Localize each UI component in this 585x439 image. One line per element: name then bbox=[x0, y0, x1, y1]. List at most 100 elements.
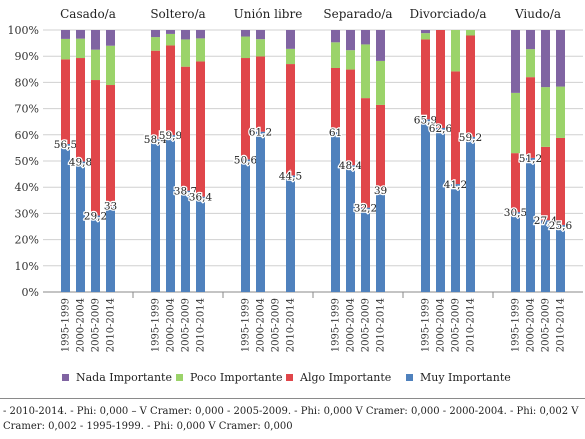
bar-segment bbox=[61, 38, 70, 60]
bar-segment bbox=[466, 136, 475, 292]
x-category-label: 2005-2009 bbox=[271, 298, 282, 352]
x-category-label: 2000-2004 bbox=[166, 298, 177, 352]
y-tick-label: 0% bbox=[22, 286, 39, 299]
group-title: Divorciado/a bbox=[409, 7, 486, 21]
y-tick-label: 100% bbox=[8, 24, 39, 37]
bar-segment bbox=[466, 30, 475, 36]
y-tick-label: 50% bbox=[15, 155, 39, 168]
bar-value-label: 38,7 bbox=[174, 186, 197, 198]
bar-segment bbox=[151, 37, 160, 51]
x-category-label: 2005-2009 bbox=[361, 298, 372, 352]
x-category-label: 1995-1999 bbox=[331, 298, 342, 352]
bar-segment bbox=[256, 39, 265, 57]
bar-segment bbox=[106, 45, 115, 86]
bar-segment bbox=[421, 30, 430, 34]
bar-value-label: 39 bbox=[374, 185, 387, 197]
bar-value-label: 61,2 bbox=[249, 127, 272, 139]
x-category-label: 2010-2014 bbox=[196, 298, 207, 352]
bar-segment bbox=[421, 33, 430, 40]
bar-segment bbox=[361, 207, 370, 292]
y-tick-label: 20% bbox=[15, 234, 39, 247]
bar-segment bbox=[256, 30, 265, 40]
bar-segment bbox=[331, 42, 340, 68]
x-category-label: 1995-1999 bbox=[151, 298, 162, 352]
x-category-label: 1995-1999 bbox=[241, 298, 252, 352]
bar-segment bbox=[466, 35, 475, 137]
x-category-label: 1995-1999 bbox=[61, 298, 72, 352]
bar-segment bbox=[106, 30, 115, 46]
bar-value-label: 49,8 bbox=[69, 157, 92, 169]
bar-segment bbox=[421, 119, 430, 292]
bar-segment bbox=[511, 153, 520, 213]
footnote-divider bbox=[0, 398, 585, 399]
bar-segment bbox=[286, 48, 295, 65]
bar-segment bbox=[376, 104, 385, 190]
legend-swatch bbox=[286, 374, 293, 381]
legend-swatch bbox=[406, 374, 413, 381]
bar-segment bbox=[91, 80, 100, 216]
bar-value-label: 48,4 bbox=[339, 160, 363, 172]
x-category-label: 2010-2014 bbox=[556, 298, 567, 352]
bar-value-label: 61 bbox=[329, 127, 342, 139]
bar-segment bbox=[436, 30, 445, 128]
bar-value-label: 36,4 bbox=[189, 192, 213, 204]
bar-segment bbox=[61, 143, 70, 292]
bar-segment bbox=[331, 67, 340, 133]
x-category-label: 2005-2009 bbox=[451, 298, 462, 352]
legend-label: Algo Importante bbox=[299, 371, 391, 384]
bar-segment bbox=[346, 50, 355, 70]
bar-value-label: 32,2 bbox=[354, 203, 377, 215]
x-category-label: 2010-2014 bbox=[106, 298, 117, 352]
bar-value-label: 51,2 bbox=[519, 153, 542, 165]
bar-segment bbox=[61, 59, 70, 144]
y-tick-label: 40% bbox=[15, 181, 39, 194]
bar-segment bbox=[346, 165, 355, 292]
bar-segment bbox=[181, 66, 190, 191]
bar-segment bbox=[106, 85, 115, 206]
bar-segment bbox=[76, 161, 85, 292]
bar-segment bbox=[76, 58, 85, 162]
bar-segment bbox=[241, 36, 250, 59]
bar-segment bbox=[166, 135, 175, 292]
bar-segment bbox=[511, 212, 520, 292]
bar-segment bbox=[451, 71, 460, 185]
bar-value-label: 59,9 bbox=[159, 130, 182, 142]
y-tick-label: 10% bbox=[15, 260, 39, 273]
bar-segment bbox=[541, 87, 550, 147]
bar-segment bbox=[166, 33, 175, 46]
bar-value-label: 50,6 bbox=[234, 154, 258, 166]
bar-value-label: 56,5 bbox=[54, 139, 77, 151]
group-title: Unión libre bbox=[234, 7, 303, 21]
bar-segment bbox=[376, 30, 385, 61]
bar-segment bbox=[526, 49, 535, 78]
bar-segment bbox=[421, 39, 430, 120]
bar-segment bbox=[256, 56, 265, 132]
bar-value-label: 27,4 bbox=[534, 215, 558, 227]
group-title: Casado/a bbox=[60, 7, 116, 21]
bar-segment bbox=[181, 39, 190, 67]
bar-segment bbox=[106, 205, 115, 292]
legend-label: Nada Importante bbox=[76, 371, 172, 384]
bar-segment bbox=[526, 77, 535, 158]
stacked-bar-chart: 0% 10% 20% 30% 40% 50% 60% 70% 80% 90% 100% Casado/… bbox=[8, 7, 583, 384]
x-category-label: 2010-2014 bbox=[466, 298, 477, 352]
bar-segment bbox=[196, 30, 205, 39]
bar-value-label: 65,9 bbox=[414, 114, 437, 126]
bar-segment bbox=[331, 30, 340, 43]
bar-segment bbox=[76, 30, 85, 39]
bar-value-label: 44,5 bbox=[279, 170, 302, 182]
bar-segment bbox=[151, 30, 160, 38]
legend-label: Poco Importante bbox=[190, 371, 283, 384]
x-category-label: 2005-2009 bbox=[181, 298, 192, 352]
footnote-text: - 2010-2014. - Phi: 0,000 – V Cramer: 0,… bbox=[3, 406, 579, 432]
bar-segment bbox=[286, 30, 295, 49]
bar-value-label: 29,2 bbox=[84, 210, 107, 222]
bar-segment bbox=[556, 224, 565, 292]
legend-swatch bbox=[176, 374, 183, 381]
bar-segment bbox=[511, 92, 520, 154]
bar-value-label: 25,6 bbox=[549, 220, 573, 232]
bar-segment bbox=[361, 98, 370, 208]
bar-value-label: 62,6 bbox=[429, 123, 453, 135]
bar-segment bbox=[376, 189, 385, 292]
bar-segment bbox=[556, 137, 565, 225]
